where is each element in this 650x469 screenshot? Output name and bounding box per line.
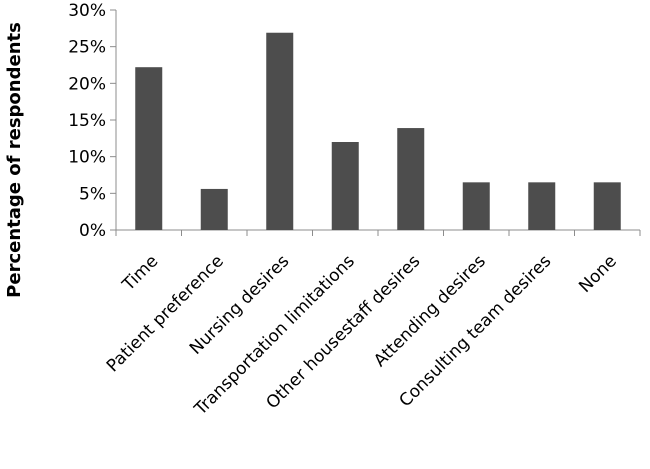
x-category-label: Patient preference [103, 251, 228, 376]
bar [593, 182, 621, 230]
bar [462, 182, 490, 230]
bar [528, 182, 556, 230]
bar [266, 32, 294, 230]
axes [110, 9, 641, 236]
bar [200, 188, 228, 230]
bar [397, 128, 425, 230]
bar [135, 67, 163, 230]
y-tick-label: 20% [68, 74, 106, 94]
bar [331, 142, 359, 230]
x-category-label: None [575, 251, 621, 297]
x-category-label: Time [118, 251, 162, 295]
y-tick-label: 10% [68, 148, 106, 168]
y-tick-label: 30% [68, 1, 106, 21]
x-category-label: Attending desires [370, 251, 490, 371]
y-tick-label: 5% [79, 184, 106, 204]
y-tick-labels: 0% 5% 10% 15% 20% 25% 30% [68, 1, 106, 241]
y-axis-title: Percentage of respondents [4, 22, 25, 298]
y-tick-label: 25% [68, 38, 106, 58]
y-tick-label: 15% [68, 111, 106, 131]
y-tick-label: 0% [79, 221, 106, 241]
bars [135, 32, 621, 230]
